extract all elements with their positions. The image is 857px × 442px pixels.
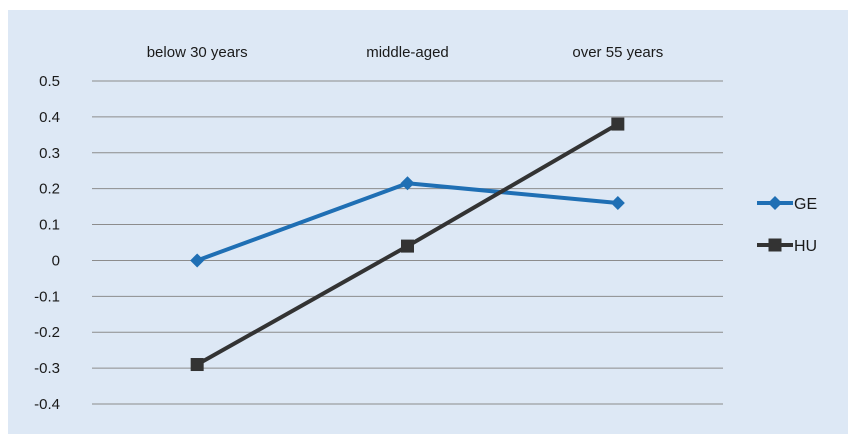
- series-lines: [190, 117, 625, 372]
- data-point: [401, 239, 414, 253]
- x-category-label: over 55 years: [572, 44, 663, 61]
- legend: GE HU: [757, 196, 817, 255]
- y-tick-label: 0.2: [39, 181, 60, 198]
- series-hu: [190, 117, 625, 372]
- data-point: [190, 253, 205, 268]
- y-tick-label: -0.2: [34, 324, 60, 341]
- y-tick-label: -0.3: [34, 360, 60, 377]
- y-tick-label: 0.1: [39, 217, 60, 234]
- y-tick-label: 0.4: [39, 109, 60, 126]
- legend-label: GE: [794, 196, 817, 213]
- data-point: [400, 176, 415, 191]
- y-tick-label: 0.5: [39, 73, 60, 90]
- legend-marker: [768, 238, 782, 252]
- legend-item-ge: GE: [757, 196, 817, 213]
- data-point: [190, 358, 204, 372]
- data-point: [611, 117, 625, 131]
- y-tick-label: 0.3: [39, 145, 60, 162]
- legend-item-hu: HU: [757, 238, 817, 255]
- y-tick-label: 0: [52, 252, 60, 269]
- series-ge: [190, 176, 625, 268]
- y-tick-label: -0.1: [34, 288, 60, 305]
- y-tick-label: -0.4: [34, 396, 60, 413]
- x-axis-category-labels: below 30 years middle-aged over 55 years: [147, 44, 664, 61]
- y-axis-tick-labels: 0.5 0.4 0.3 0.2 0.1 0 -0.1 -0.2 -0.3 -0.4: [34, 73, 60, 413]
- legend-label: HU: [794, 238, 817, 255]
- x-category-label: below 30 years: [147, 44, 248, 61]
- legend-marker: [768, 196, 782, 210]
- data-point: [610, 196, 625, 211]
- x-category-label: middle-aged: [366, 44, 449, 61]
